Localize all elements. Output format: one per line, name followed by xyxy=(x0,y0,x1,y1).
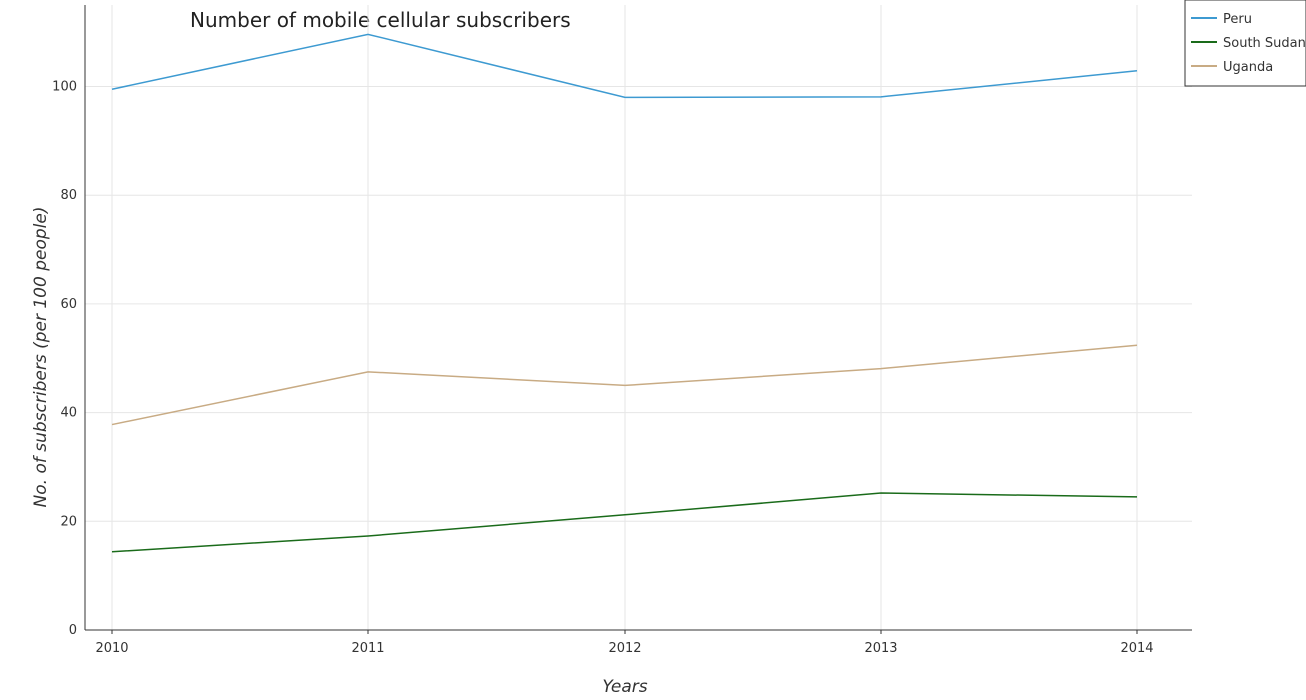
tick-labels: 0 20 40 60 80 100 2010 2011 2012 2013 2014 xyxy=(52,80,1153,656)
x-tick-label: 2014 xyxy=(1120,641,1153,656)
y-axis-label: No. of subscribers (per 100 people) xyxy=(31,207,51,508)
legend-label: South Sudan xyxy=(1223,36,1306,51)
y-tick-label: 100 xyxy=(52,80,77,95)
y-tick-label: 0 xyxy=(69,623,77,638)
axes xyxy=(84,5,1192,634)
x-tick-label: 2012 xyxy=(608,641,641,656)
series-lines xyxy=(111,33,1138,553)
legend-label: Uganda xyxy=(1223,60,1273,75)
y-tick-label: 20 xyxy=(60,514,77,529)
x-tick-label: 2010 xyxy=(95,641,128,656)
series-line-peru xyxy=(111,33,1138,99)
grid xyxy=(85,5,1192,631)
y-tick-label: 60 xyxy=(60,297,77,312)
legend-label: Peru xyxy=(1223,12,1252,27)
y-tick-label: 80 xyxy=(60,188,77,203)
legend: Peru South Sudan Uganda xyxy=(1184,0,1306,87)
chart-title: Number of mobile cellular subscribers xyxy=(190,8,571,32)
y-tick-label: 40 xyxy=(60,406,77,421)
x-tick-label: 2013 xyxy=(864,641,897,656)
series-line-uganda xyxy=(111,344,1138,426)
x-tick-label: 2011 xyxy=(351,641,384,656)
series-line-south-sudan xyxy=(111,492,1138,553)
x-axis-label: Years xyxy=(602,677,647,697)
